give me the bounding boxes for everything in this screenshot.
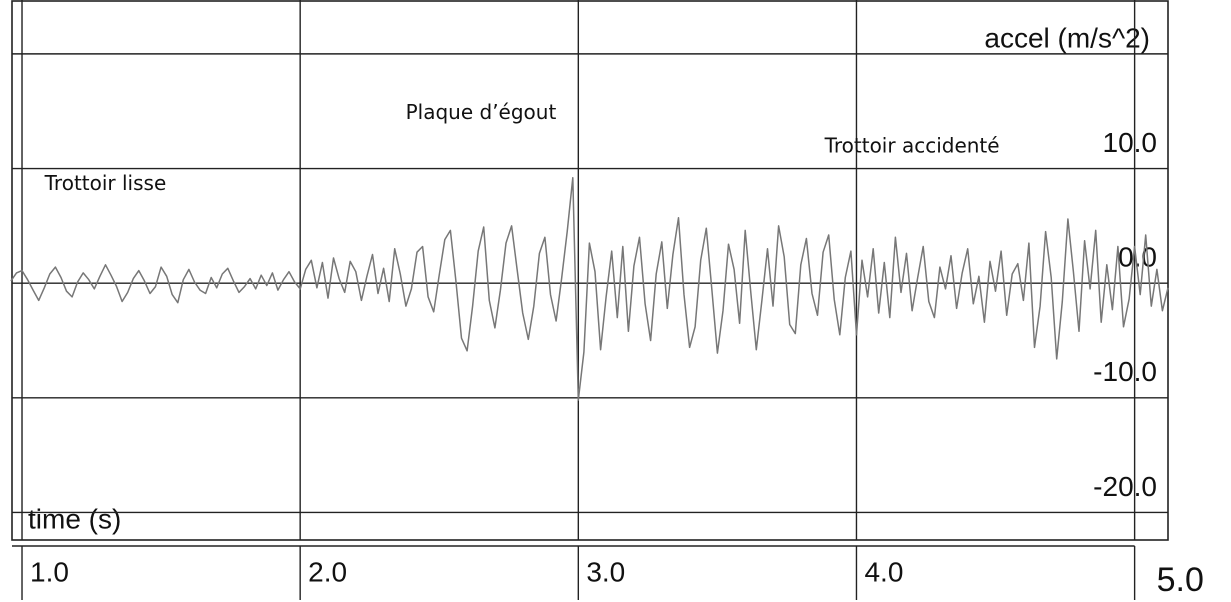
data-line <box>10 176 1169 401</box>
x-tick-label: 5.0 <box>1157 561 1204 599</box>
y-axis-label: accel (m/s^2) <box>984 22 1150 53</box>
y-tick-label: 10.0 <box>1103 127 1158 158</box>
plot-frame <box>11 0 1169 541</box>
y-tick-label: -20.0 <box>1093 471 1157 502</box>
x-tick-label: 4.0 <box>864 556 903 587</box>
annotation: Trottoir accidenté <box>824 133 1000 157</box>
x-tick-label: 3.0 <box>586 556 625 587</box>
annotation: Trottoir lisse <box>44 171 167 195</box>
x-tick-label: 2.0 <box>308 556 347 587</box>
x-tick-label: 1.0 <box>30 556 69 587</box>
x-axis-label: time (s) <box>28 503 121 534</box>
annotation: Plaque d’égout <box>406 100 557 124</box>
y-tick-label: -10.0 <box>1093 356 1157 387</box>
